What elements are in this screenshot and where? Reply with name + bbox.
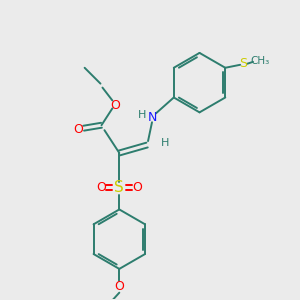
Text: S: S [239, 57, 247, 70]
Text: H: H [138, 110, 146, 120]
Text: S: S [114, 180, 124, 195]
Text: O: O [110, 99, 120, 112]
Text: O: O [73, 123, 82, 136]
Text: O: O [132, 181, 142, 194]
Text: H: H [161, 138, 169, 148]
Text: O: O [114, 280, 124, 293]
Text: CH₃: CH₃ [250, 56, 270, 66]
Text: O: O [97, 181, 106, 194]
Text: N: N [147, 111, 157, 124]
